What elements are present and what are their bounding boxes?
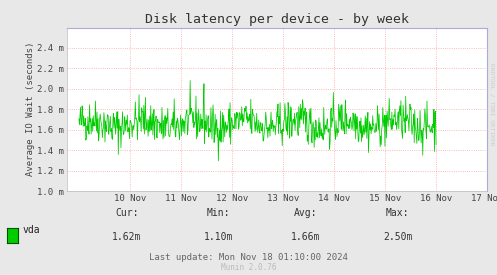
Text: 2.50m: 2.50m: [383, 232, 413, 242]
Title: Disk latency per device - by week: Disk latency per device - by week: [145, 13, 409, 26]
Text: Munin 2.0.76: Munin 2.0.76: [221, 263, 276, 272]
Text: 1.10m: 1.10m: [204, 232, 234, 242]
Text: Max:: Max:: [386, 208, 410, 218]
Text: 1.62m: 1.62m: [112, 232, 142, 242]
Y-axis label: Average IO Wait (seconds): Average IO Wait (seconds): [26, 42, 35, 177]
Text: Min:: Min:: [207, 208, 231, 218]
Text: Avg:: Avg:: [294, 208, 318, 218]
Text: Last update: Mon Nov 18 01:10:00 2024: Last update: Mon Nov 18 01:10:00 2024: [149, 253, 348, 262]
Text: vda: vda: [22, 226, 40, 235]
Text: Cur:: Cur:: [115, 208, 139, 218]
Text: RRDTOOL / TOBI OETIKER: RRDTOOL / TOBI OETIKER: [490, 63, 495, 146]
Text: 1.66m: 1.66m: [291, 232, 321, 242]
